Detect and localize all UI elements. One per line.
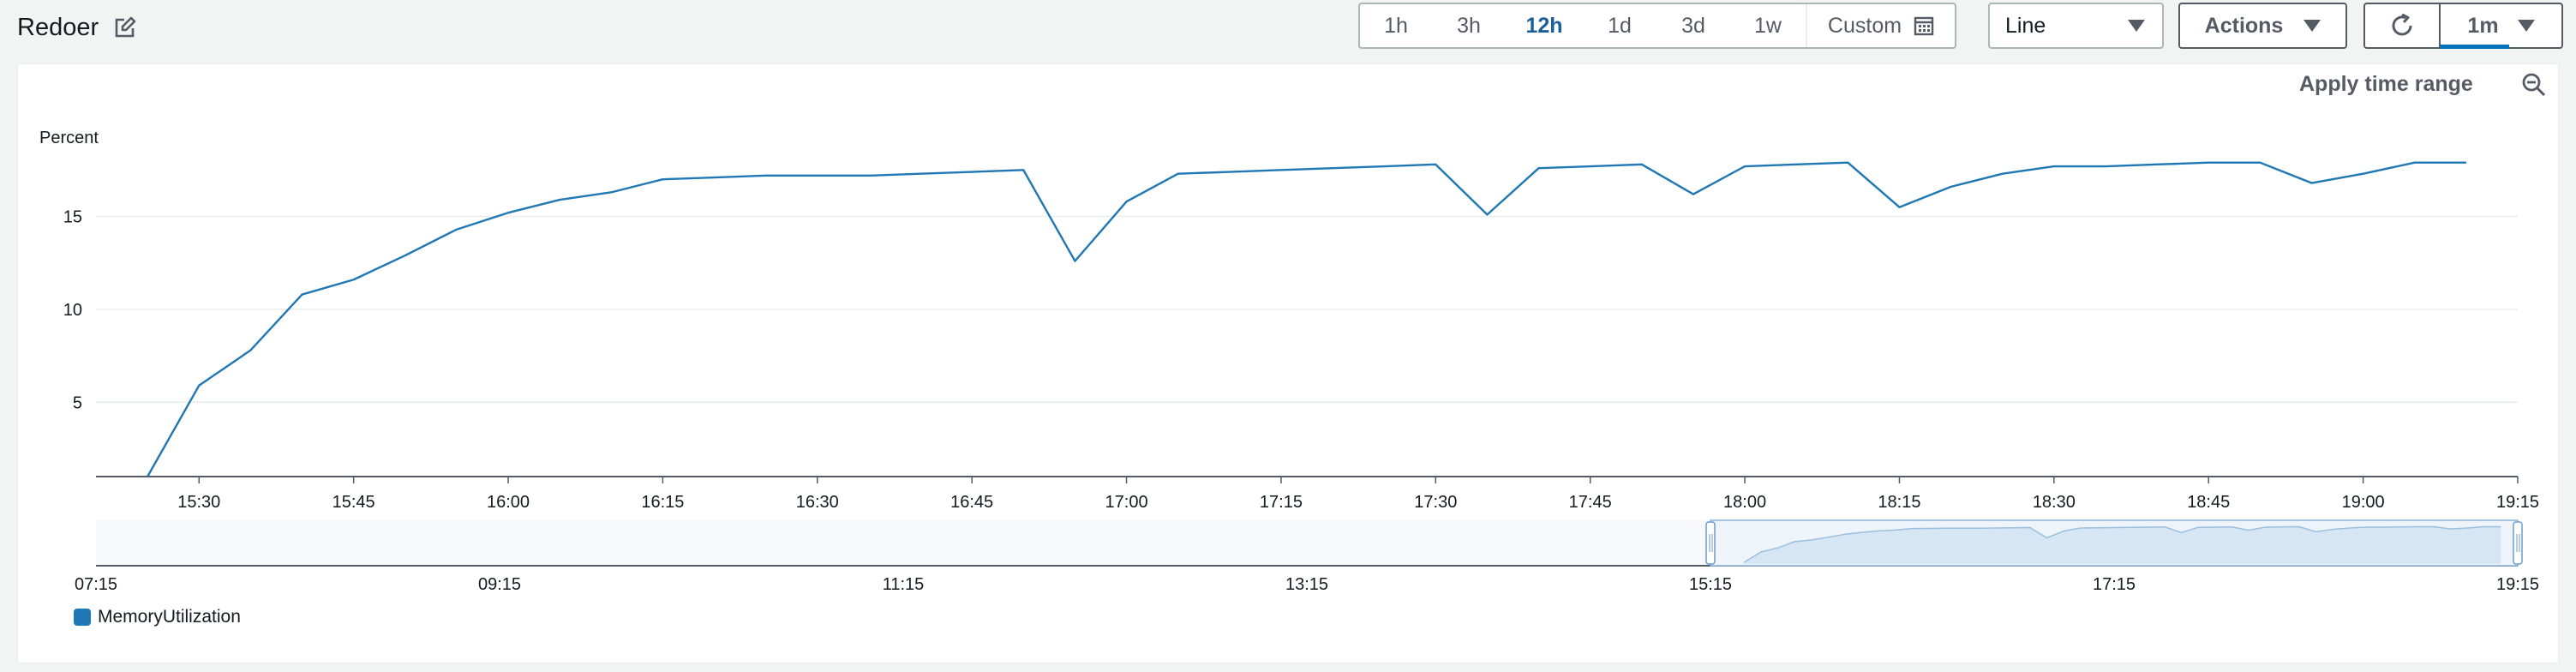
- y-axis-label: Percent: [39, 129, 99, 147]
- y-tick-label: 5: [73, 393, 82, 412]
- legend-swatch: [74, 609, 91, 626]
- x-tick-label: 16:30: [796, 493, 839, 512]
- y-tick-label: 10: [63, 301, 82, 320]
- range-1w-button[interactable]: 1w: [1754, 13, 1782, 38]
- actions-label: Actions: [2204, 13, 2284, 38]
- navigator-line: [1743, 525, 2501, 563]
- chevron-down-icon: [2303, 20, 2321, 32]
- x-tick-label: 16:00: [487, 493, 530, 512]
- range-1d-button[interactable]: 1d: [1608, 13, 1632, 38]
- x-tick-label: 17:30: [1414, 493, 1457, 512]
- refresh-interval-select[interactable]: 1m: [2441, 4, 2561, 49]
- x-tick-label: 18:00: [1723, 493, 1766, 512]
- navigator-tick-label: 15:15: [1689, 575, 1732, 594]
- navigator-right-handle[interactable]: [2513, 521, 2523, 565]
- chart-legend: MemoryUtilization: [74, 607, 241, 627]
- chevron-down-icon: [2517, 20, 2535, 32]
- actions-button[interactable]: Actions: [2178, 3, 2347, 49]
- y-tick-label: 15: [63, 208, 82, 227]
- time-range-selector: 1h 3h 12h 1d 3d 1w Custom: [1358, 3, 1956, 49]
- navigator-tick-label: 09:15: [478, 575, 521, 594]
- x-tick-label: 16:15: [641, 493, 684, 512]
- x-tick-label: 19:00: [2342, 493, 2385, 512]
- x-tick-label: 18:45: [2187, 493, 2230, 512]
- x-tick-label: 17:45: [1569, 493, 1612, 512]
- apply-time-range-link[interactable]: Apply time range: [2299, 72, 2473, 96]
- x-tick-label: 18:30: [2033, 493, 2076, 512]
- interval-indicator: [2441, 45, 2509, 49]
- widget-title: Redoer: [17, 13, 99, 41]
- navigator-tick-label: 17:15: [2093, 575, 2136, 594]
- x-tick-label: 17:15: [1260, 493, 1303, 512]
- widget-header: Redoer: [17, 9, 136, 46]
- range-1h-button[interactable]: 1h: [1384, 13, 1408, 38]
- x-tick-label: 16:45: [950, 493, 993, 512]
- navigator-tick-label: 07:15: [75, 575, 117, 594]
- range-3d-button[interactable]: 3d: [1681, 13, 1705, 38]
- x-tick-label: 19:15: [2496, 493, 2539, 512]
- edit-icon[interactable]: [114, 16, 136, 39]
- chart-type-value: Line: [2005, 13, 2046, 38]
- series-line-memoryutilization: [147, 161, 2466, 477]
- refresh-icon: [2392, 13, 2412, 36]
- calendar-icon: [1914, 16, 1934, 36]
- refresh-button[interactable]: [2365, 4, 2441, 47]
- navigator-left-handle[interactable]: [1705, 521, 1716, 565]
- x-tick-label: 15:30: [177, 493, 220, 512]
- x-tick-label: 15:45: [332, 493, 375, 512]
- range-3h-button[interactable]: 3h: [1457, 13, 1481, 38]
- x-tick-label: 17:00: [1105, 493, 1148, 512]
- navigator-tick-label: 11:15: [883, 575, 925, 594]
- navigator-tick-label: 13:15: [1285, 575, 1328, 594]
- refresh-controls: 1m: [2363, 3, 2563, 49]
- custom-range-button[interactable]: Custom: [1806, 4, 1955, 47]
- custom-range-label: Custom: [1827, 13, 1902, 38]
- x-tick-label: 18:15: [1878, 493, 1920, 512]
- navigator-area: [1744, 526, 2501, 564]
- legend-label[interactable]: MemoryUtilization: [98, 607, 241, 627]
- range-12h-button[interactable]: 12h: [1525, 13, 1563, 38]
- refresh-interval-value: 1m: [2467, 13, 2499, 38]
- zoom-out-icon[interactable]: [2521, 72, 2547, 98]
- chart-type-select[interactable]: Line: [1988, 3, 2164, 49]
- chevron-down-icon: [2128, 20, 2145, 32]
- navigator-tick-label: 19:15: [2496, 575, 2539, 594]
